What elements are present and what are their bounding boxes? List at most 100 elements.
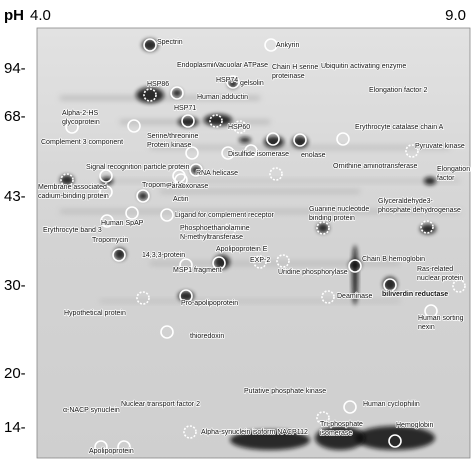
spot: [191, 166, 201, 174]
spot: [178, 117, 198, 127]
spot: [172, 89, 182, 97]
protein-label: Uridine phosphorylase: [278, 269, 348, 276]
ring: [136, 291, 150, 305]
spot: [228, 80, 238, 88]
protein-label: phosphate dehydrogenase: [378, 207, 461, 214]
ring: [293, 133, 307, 147]
protein-label: Protein kinase: [147, 142, 191, 149]
protein-label: Human SpAP: [101, 220, 144, 227]
protein-label: Apolipoprotein: [89, 448, 134, 455]
mw-label: 68-: [4, 108, 26, 125]
protein-label: Complement 3 component: [41, 139, 123, 146]
protein-label: Ubiquitin activating enzyme: [321, 63, 406, 70]
protein-label: Glyceraldehyde3-: [378, 198, 434, 205]
protein-label: Pyruvate kinase: [415, 143, 465, 150]
protein-label: Human adductin: [197, 94, 248, 101]
mw-label: 43-: [4, 188, 26, 205]
protein-label: Tropomodulin: [142, 182, 185, 189]
protein-label: Disulfide isomerase: [228, 151, 289, 158]
protein-label: Guanine nucleotide: [309, 206, 369, 213]
protein-label: Human sorting: [418, 315, 464, 322]
spot: [355, 426, 435, 450]
ring: [170, 86, 184, 100]
ring: [383, 278, 397, 292]
ring: [424, 304, 438, 318]
ring: [221, 146, 235, 160]
ring: [183, 425, 197, 439]
protein-label: Phosphoethanolamine: [180, 225, 250, 232]
protein-label: Putative phosphate kinase: [244, 388, 326, 395]
protein-label: Elongation: [437, 166, 470, 173]
protein-label: enolase: [301, 152, 326, 159]
ring: [452, 279, 466, 293]
protein-label: EXP-2: [250, 257, 270, 264]
protein-label: Hemoglobin: [396, 422, 433, 429]
ring: [405, 144, 419, 158]
protein-label: HSP71: [174, 105, 196, 112]
ring: [209, 114, 223, 128]
ring: [420, 220, 434, 234]
ph-label: pH: [4, 7, 24, 24]
ring: [94, 440, 108, 454]
spot: [60, 175, 74, 185]
protein-label: Alpha-synuclein isoform NACP112: [201, 429, 308, 436]
ring: [60, 173, 74, 187]
mw-label: 94-: [4, 60, 26, 77]
ring: [179, 289, 193, 303]
protein-label: HSP74: [216, 77, 238, 84]
ring: [388, 434, 402, 448]
ring: [244, 144, 258, 158]
protein-label: HSP60: [228, 124, 250, 131]
protein-label: biliverdin reductase: [382, 291, 448, 298]
ring: [233, 120, 247, 134]
ph-end: 9.0: [445, 7, 466, 24]
ring: [212, 256, 226, 270]
ring: [99, 169, 113, 183]
ring: [276, 254, 290, 268]
ring: [99, 185, 113, 199]
protein-label: Tropomycin: [92, 237, 128, 244]
protein-label: HSP86: [147, 81, 169, 88]
protein-label: RNA helicase: [196, 170, 238, 177]
ring: [316, 411, 330, 425]
protein-label: Vacuolar ATPase: [215, 62, 268, 69]
ring: [185, 146, 199, 160]
streak: [100, 300, 400, 302]
protein-label: Ras-related: [417, 266, 453, 273]
protein-label: gelsolin: [240, 80, 264, 87]
protein-label: Deaminase: [337, 293, 373, 300]
protein-label: Elongation factor 2: [369, 87, 427, 94]
ring: [264, 38, 278, 52]
protein-label: Actin: [173, 196, 189, 203]
ring: [143, 88, 157, 102]
mw-label: 14-: [4, 419, 26, 436]
spot: [136, 87, 164, 103]
mw-label: 30-: [4, 277, 26, 294]
protein-label: Chain H serine: [272, 64, 318, 71]
ring: [266, 132, 280, 146]
protein-label: Paraoxonase: [167, 183, 208, 190]
protein-label: nuclear protein: [417, 275, 463, 282]
protein-label: MSP1 fragment: [173, 267, 222, 274]
ring: [136, 189, 150, 203]
spot: [214, 255, 230, 269]
protein-label: Chain B hemoglobin: [362, 256, 425, 263]
protein-label: nexin: [418, 324, 435, 331]
ring: [226, 75, 240, 89]
streak: [160, 190, 360, 193]
protein-label: factor: [437, 175, 455, 182]
ring: [181, 114, 195, 128]
protein-label: cadium-binding protein: [38, 193, 109, 200]
ring: [117, 440, 131, 454]
streak: [60, 210, 460, 213]
ring: [100, 214, 114, 228]
ring: [127, 119, 141, 133]
ring: [174, 173, 188, 187]
ring: [143, 38, 157, 52]
spot: [317, 223, 329, 233]
ring: [189, 163, 203, 177]
mw-label: 20-: [4, 365, 26, 382]
protein-label: Erythrocyte band 3: [43, 227, 102, 234]
protein-label: Alpha-2-HS: [62, 110, 99, 117]
